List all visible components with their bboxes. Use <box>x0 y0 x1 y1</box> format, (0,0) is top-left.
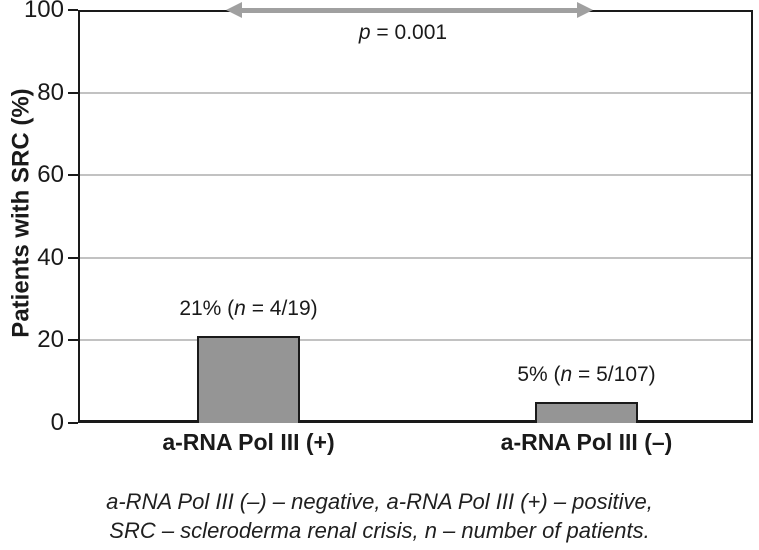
gridline <box>80 91 751 94</box>
y-tick-label: 40 <box>37 243 64 271</box>
y-tick-label: 0 <box>50 409 64 436</box>
bar-value-label: 21% (n = 4/19) <box>99 296 399 322</box>
bar-value-text: 5% ( <box>517 363 561 387</box>
bar-value-n: n <box>560 363 573 387</box>
y-axis-title: Patients with SRC (%) <box>7 88 35 338</box>
bar-value-text: = 4/19) <box>245 297 318 321</box>
arrow-left-head-icon <box>226 2 242 18</box>
bar-value-text: = 5/107) <box>572 363 656 387</box>
caption-line-2: SRC – scleroderma renal crisis, n – numb… <box>109 518 650 543</box>
bar-value-text: 21% ( <box>179 297 235 321</box>
bar <box>535 402 638 423</box>
y-tick-mark <box>68 422 78 424</box>
bar <box>197 336 300 423</box>
x-category-label: a-RNA Pol III (+) <box>162 429 335 455</box>
arrow-right-head-icon <box>577 2 593 18</box>
p-value-label: p = 0.001 <box>253 20 553 46</box>
caption-line-1: a-RNA Pol III (–) – negative, a-RNA Pol … <box>106 489 653 514</box>
plot-area <box>78 10 753 423</box>
y-tick-mark <box>68 339 78 342</box>
x-category-label: a-RNA Pol III (–) <box>500 429 673 455</box>
gridline <box>80 339 751 342</box>
y-tick-label: 80 <box>37 78 64 106</box>
y-tick-label: 100 <box>23 0 64 23</box>
bar-value-label: 5% (n = 5/107) <box>437 362 737 388</box>
gridline <box>80 174 751 177</box>
y-tick-mark <box>68 9 78 11</box>
y-tick-mark <box>68 91 78 94</box>
gridline <box>80 256 751 259</box>
y-tick-label: 20 <box>37 326 64 354</box>
figure-caption: a-RNA Pol III (–) – negative, a-RNA Pol … <box>0 487 759 545</box>
y-tick-label: 60 <box>37 161 64 189</box>
bar-value-n: n <box>234 297 246 321</box>
significance-arrow-shaft <box>240 8 579 13</box>
y-tick-mark <box>68 174 78 177</box>
p-variable: p <box>358 21 371 44</box>
y-tick-mark <box>68 256 78 259</box>
p-value-text: = 0.001 <box>370 21 448 44</box>
